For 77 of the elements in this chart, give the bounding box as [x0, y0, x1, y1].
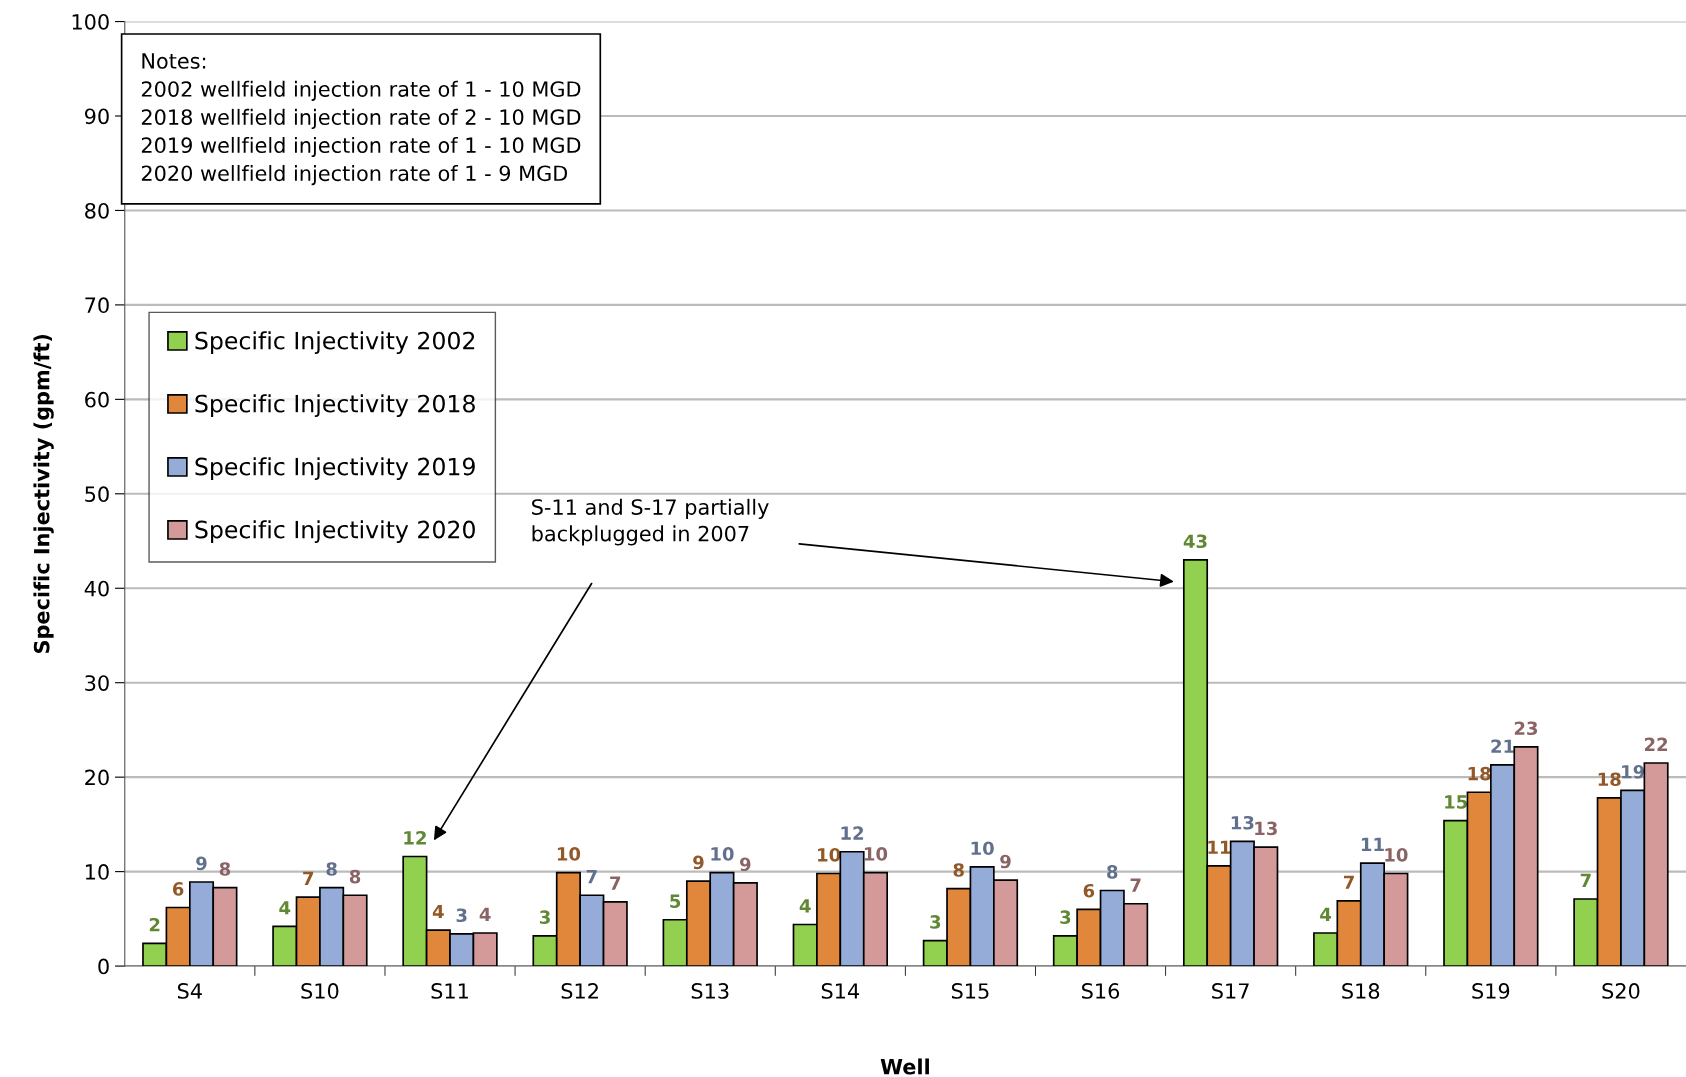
x-tick-label: S4	[177, 983, 202, 999]
data-label: 9	[693, 855, 704, 870]
y-tick-label: 80	[85, 202, 109, 219]
data-label: 10	[864, 847, 888, 861]
data-label: 4	[1320, 907, 1332, 921]
data-label: 3	[456, 908, 467, 923]
data-label: 18	[1468, 766, 1491, 781]
data-label: 13	[1255, 821, 1277, 836]
x-tick-label: S12	[561, 983, 598, 999]
x-tick-label: S11	[431, 983, 468, 999]
y-tick-label: 100	[72, 13, 109, 30]
data-label: 6	[172, 882, 184, 896]
data-label: 8	[1107, 865, 1118, 879]
x-tick-label: S15	[951, 983, 989, 999]
legend-label: Specific Injectivity 2019	[195, 457, 475, 481]
data-label: 7	[586, 869, 597, 884]
data-label: 7	[1130, 878, 1141, 892]
y-tick-label: 20	[85, 769, 109, 786]
data-label: 5	[670, 894, 681, 908]
annotation: Notes: 2002 wellfield injection rate of 1 - 10 MGD 2018 wellfield injection rate of 2 - 10 MGD 2019 wellfield injection rate of 1 - 10 MGD 2020 wellfield injection rate of 1 - 9 MGD	[141, 53, 581, 186]
data-label: 7	[303, 871, 314, 886]
annotation: S-11 and S-17 partially backplugged in 2007	[532, 498, 769, 546]
data-label: 11	[1361, 837, 1384, 852]
data-label: 7	[1343, 875, 1354, 889]
data-label: 7	[1580, 873, 1591, 887]
data-label: 9	[740, 857, 751, 872]
y-axis-title: Specific Injectivity (gpm/ft)	[33, 334, 54, 653]
data-label: 3	[930, 915, 941, 929]
data-label: 10	[711, 847, 734, 861]
x-axis-title: Well	[880, 1058, 929, 1075]
data-label: 8	[953, 863, 964, 877]
data-label: 8	[349, 869, 361, 884]
y-tick-label: 0	[98, 958, 109, 975]
data-label: 11	[1208, 840, 1231, 854]
data-label: 18	[1598, 772, 1621, 787]
legend-label: Specific Injectivity 2018	[195, 394, 475, 418]
data-label: 8	[326, 862, 337, 876]
x-tick-label: S19	[1472, 983, 1510, 999]
x-tick-label: S18	[1342, 983, 1380, 999]
data-label: 4	[432, 904, 444, 919]
y-tick-label: 10	[85, 864, 109, 880]
data-label: 21	[1491, 739, 1514, 753]
data-label: 10	[557, 847, 581, 861]
x-tick-label: S10	[301, 983, 339, 999]
x-tick-label: S14	[821, 983, 860, 999]
data-label: 9	[1000, 854, 1011, 869]
data-label: 10	[1385, 848, 1408, 862]
data-label: 3	[1060, 910, 1071, 925]
x-tick-label: S13	[691, 983, 729, 999]
legend-label: Specific Injectivity 2020	[195, 520, 475, 544]
data-label: 8	[219, 862, 231, 876]
y-tick-label: 40	[84, 580, 109, 597]
data-label: 2	[149, 917, 160, 932]
x-tick-label: S17	[1212, 983, 1249, 999]
data-label: 13	[1231, 815, 1254, 830]
y-tick-label: 70	[85, 297, 109, 314]
data-label: 23	[1514, 721, 1538, 736]
data-label: 22	[1644, 737, 1668, 751]
data-label: 43	[1183, 534, 1207, 549]
data-label: 7	[610, 876, 621, 890]
data-label: 10	[971, 841, 994, 856]
data-label: 9	[196, 856, 207, 871]
data-label: 6	[1083, 883, 1095, 898]
data-label: 4	[279, 901, 291, 915]
data-label: 4	[479, 907, 491, 921]
data-label: 3	[539, 910, 550, 925]
y-tick-label: 60	[85, 391, 109, 408]
data-label: 15	[1445, 795, 1468, 809]
x-tick-label: S20	[1602, 983, 1640, 999]
data-label: 12	[841, 826, 864, 840]
y-tick-label: 50	[85, 486, 109, 503]
y-tick-label: 30	[85, 675, 109, 691]
x-tick-label: S16	[1082, 983, 1120, 999]
legend-label: Specific Injectivity 2002	[195, 331, 475, 355]
data-label: 4	[799, 899, 811, 913]
data-label: 12	[404, 831, 426, 845]
y-tick-label: 90	[84, 108, 109, 125]
